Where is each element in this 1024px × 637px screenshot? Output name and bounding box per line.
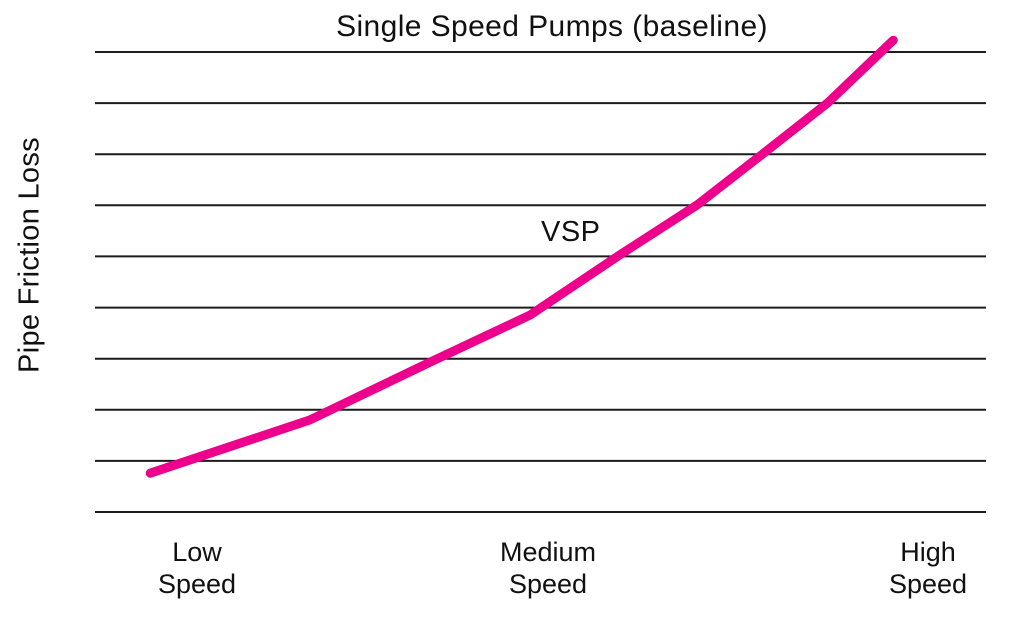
x-tick-low-speed: Low Speed (158, 536, 236, 600)
x-tick-medium-speed-line1: Medium (499, 537, 597, 567)
vsp-curve (145, 35, 898, 478)
x-tick-medium-speed-line2: Speed (508, 569, 588, 599)
x-tick-low-speed-line2: Speed (157, 569, 237, 599)
y-axis-label: Pipe Friction Loss (13, 137, 46, 373)
x-tick-high-speed-line1: High (900, 537, 956, 567)
x-tick-high-speed-line2: Speed (888, 569, 968, 599)
x-tick-low-speed-line1: Low (172, 537, 222, 567)
x-tick-high-speed: High Speed (889, 536, 967, 600)
vsp-series-label: VSP (541, 216, 601, 248)
x-tick-medium-speed: Medium Speed (500, 536, 596, 600)
chart-title: Single Speed Pumps (baseline) (336, 10, 768, 43)
